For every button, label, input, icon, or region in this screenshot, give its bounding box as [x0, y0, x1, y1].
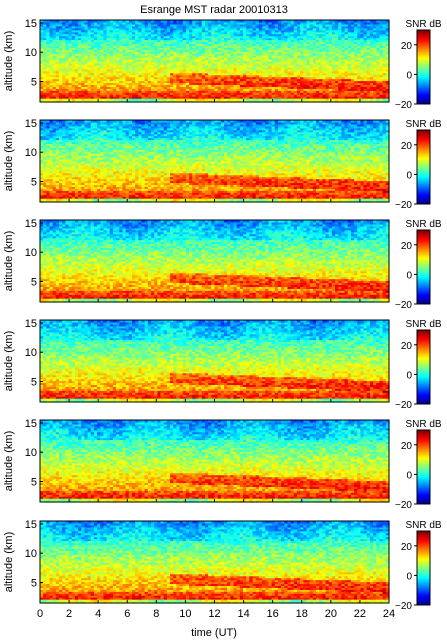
radar-panel: 51015altitude (km)SNR dB200−20 — [3, 118, 442, 211]
colorbar: SNR dB 20 0 −20 — [395, 19, 442, 111]
y-axis-label: altitude (km) — [3, 31, 15, 92]
colorbar-tick-label: −20 — [395, 100, 412, 111]
colorbar-tick-label: 20 — [401, 41, 413, 52]
colorbar-label: SNR dB — [405, 19, 441, 30]
heatmap-cells — [40, 20, 390, 103]
y-tick-label: 5 — [31, 77, 37, 89]
radar-panel: 5 10 15 altitude (km) SNR dB 20 0 −20 — [3, 18, 442, 111]
figure-title: Esrange MST radar 20010313 — [140, 4, 288, 16]
heatmap-cells — [40, 120, 390, 203]
y-tick-label: 10 — [25, 47, 37, 59]
y-tick-label: 15 — [25, 18, 37, 30]
colorbar-tick-label: 0 — [406, 70, 412, 81]
